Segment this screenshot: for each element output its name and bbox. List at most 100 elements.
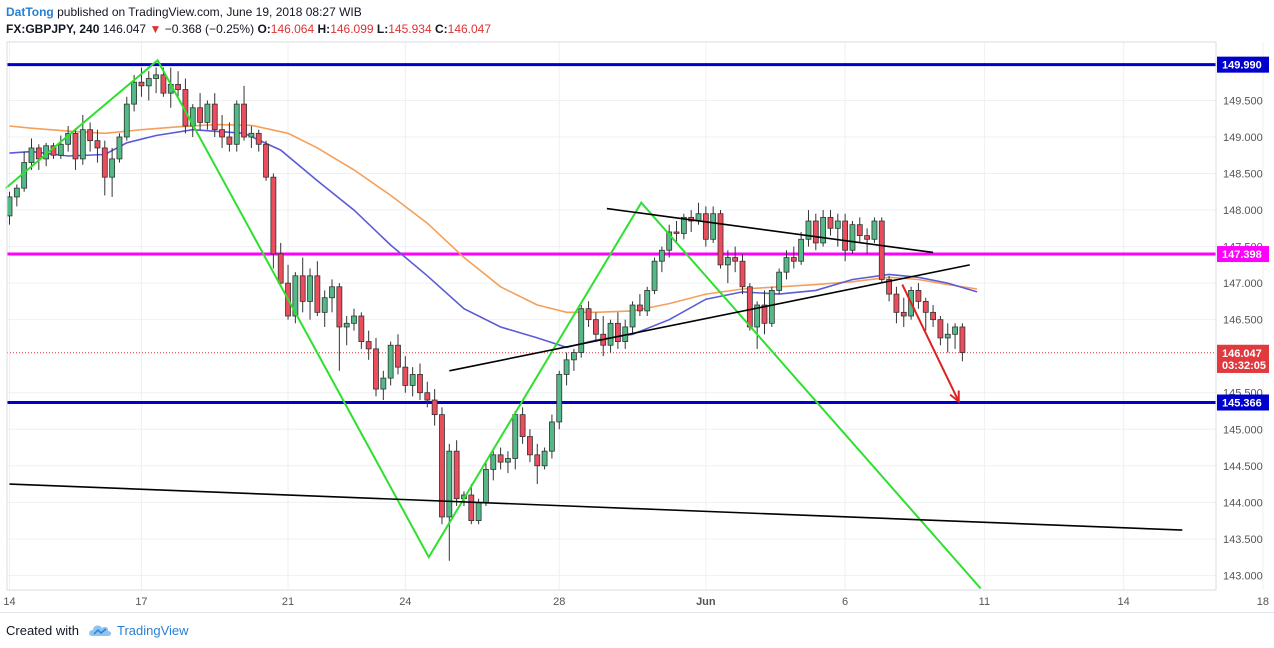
candle-body[interactable]	[6, 196, 13, 217]
candle-body[interactable]	[534, 454, 541, 467]
candle-body[interactable]	[101, 147, 108, 178]
candle-body[interactable]	[541, 450, 548, 467]
candle-body[interactable]	[28, 147, 35, 163]
candle-body[interactable]	[768, 290, 775, 324]
candle-body[interactable]	[329, 286, 335, 299]
candle-body[interactable]	[710, 213, 717, 240]
candle-body[interactable]	[673, 231, 680, 234]
candle-body[interactable]	[343, 322, 350, 328]
candle-body[interactable]	[937, 319, 944, 339]
candle-body[interactable]	[644, 290, 651, 312]
candle-body[interactable]	[820, 216, 827, 244]
candle-body[interactable]	[505, 458, 511, 463]
candle-body[interactable]	[746, 286, 753, 328]
candle-body[interactable]	[893, 293, 900, 313]
candle-body[interactable]	[72, 132, 79, 160]
candle-body[interactable]	[922, 300, 929, 313]
candle-body[interactable]	[842, 220, 849, 251]
candle-body[interactable]	[483, 469, 489, 503]
candle-body[interactable]	[475, 501, 482, 521]
candle-body[interactable]	[402, 366, 409, 386]
candle-body[interactable]	[351, 315, 357, 324]
candle-body[interactable]	[307, 275, 313, 302]
candle-body[interactable]	[878, 220, 885, 280]
candle-body[interactable]	[717, 213, 724, 266]
green-zigzag-line[interactable]	[5, 58, 982, 590]
candle-body[interactable]	[607, 322, 614, 346]
candle-body[interactable]	[959, 326, 966, 353]
red-arrow-shaft[interactable]	[901, 284, 960, 402]
candle-body[interactable]	[754, 304, 761, 328]
candle-body[interactable]	[497, 454, 504, 463]
candle-body[interactable]	[614, 322, 621, 342]
candle-body[interactable]	[724, 257, 731, 266]
candle-body[interactable]	[549, 421, 555, 452]
candle-body[interactable]	[849, 224, 856, 251]
candle-body[interactable]	[395, 344, 401, 368]
candle-body[interactable]	[211, 103, 218, 131]
chart-axes[interactable]: 143.000143.500144.000144.500145.000145.5…	[3, 41, 1274, 608]
candle-body[interactable]	[197, 107, 203, 123]
candle-body[interactable]	[761, 304, 768, 324]
candle-body[interactable]	[563, 359, 570, 375]
candle-body[interactable]	[886, 279, 892, 295]
candle-body[interactable]	[468, 494, 475, 521]
candle-body[interactable]	[336, 286, 343, 328]
candle-body[interactable]	[131, 81, 138, 105]
candle-body[interactable]	[490, 454, 497, 470]
black-trend-line[interactable]	[9, 483, 1183, 531]
candle-body[interactable]	[387, 344, 394, 379]
candle-body[interactable]	[321, 297, 328, 313]
candle-body[interactable]	[365, 341, 372, 350]
candle-body[interactable]	[13, 187, 20, 198]
candle-body[interactable]	[593, 319, 599, 335]
candle-body[interactable]	[292, 275, 299, 317]
candle-body[interactable]	[373, 348, 379, 390]
candle-body[interactable]	[453, 450, 460, 500]
candle-body[interactable]	[629, 304, 636, 328]
candle-body[interactable]	[204, 103, 211, 123]
candle-body[interactable]	[248, 132, 255, 138]
candle-body[interactable]	[314, 275, 321, 313]
candle-body[interactable]	[116, 136, 123, 160]
candle-body[interactable]	[277, 253, 284, 284]
candle-body[interactable]	[952, 326, 958, 335]
candle-body[interactable]	[578, 308, 585, 353]
candle-body[interactable]	[812, 220, 819, 244]
candle-body[interactable]	[834, 220, 841, 229]
candle-body[interactable]	[915, 290, 922, 302]
candle-body[interactable]	[153, 74, 160, 79]
candle-body[interactable]	[431, 399, 438, 416]
candle-body[interactable]	[519, 414, 526, 437]
candle-body[interactable]	[783, 257, 790, 273]
candle-body[interactable]	[439, 414, 445, 518]
candle-body[interactable]	[233, 103, 240, 145]
candle-body[interactable]	[900, 311, 907, 317]
price-chart[interactable]: 143.000143.500144.000144.500145.000145.5…	[0, 0, 1274, 612]
candle-body[interactable]	[666, 231, 673, 251]
candle-body[interactable]	[94, 140, 101, 149]
candle-body[interactable]	[138, 81, 145, 87]
candle-body[interactable]	[424, 392, 431, 401]
candle-body[interactable]	[527, 436, 533, 456]
candle-body[interactable]	[87, 129, 94, 142]
candle-body[interactable]	[556, 374, 563, 423]
black-trend-line[interactable]	[449, 264, 970, 372]
tradingview-brand[interactable]: TradingView	[117, 623, 189, 638]
candle-body[interactable]	[79, 129, 86, 160]
candle-body[interactable]	[776, 271, 783, 291]
candle-body[interactable]	[358, 315, 365, 342]
black-trend-line[interactable]	[606, 207, 934, 254]
candle-body[interactable]	[856, 224, 863, 237]
symbol-label[interactable]: FX:GBPJPY, 240	[6, 22, 100, 36]
candle-body[interactable]	[417, 374, 423, 394]
candlesticks[interactable]	[6, 67, 966, 561]
candle-body[interactable]	[871, 220, 878, 240]
candle-body[interactable]	[270, 176, 277, 255]
candle-body[interactable]	[739, 260, 746, 288]
candle-body[interactable]	[944, 333, 951, 339]
candle-body[interactable]	[571, 352, 577, 361]
candle-body[interactable]	[175, 83, 181, 90]
candle-body[interactable]	[35, 147, 42, 160]
candle-body[interactable]	[263, 143, 269, 178]
